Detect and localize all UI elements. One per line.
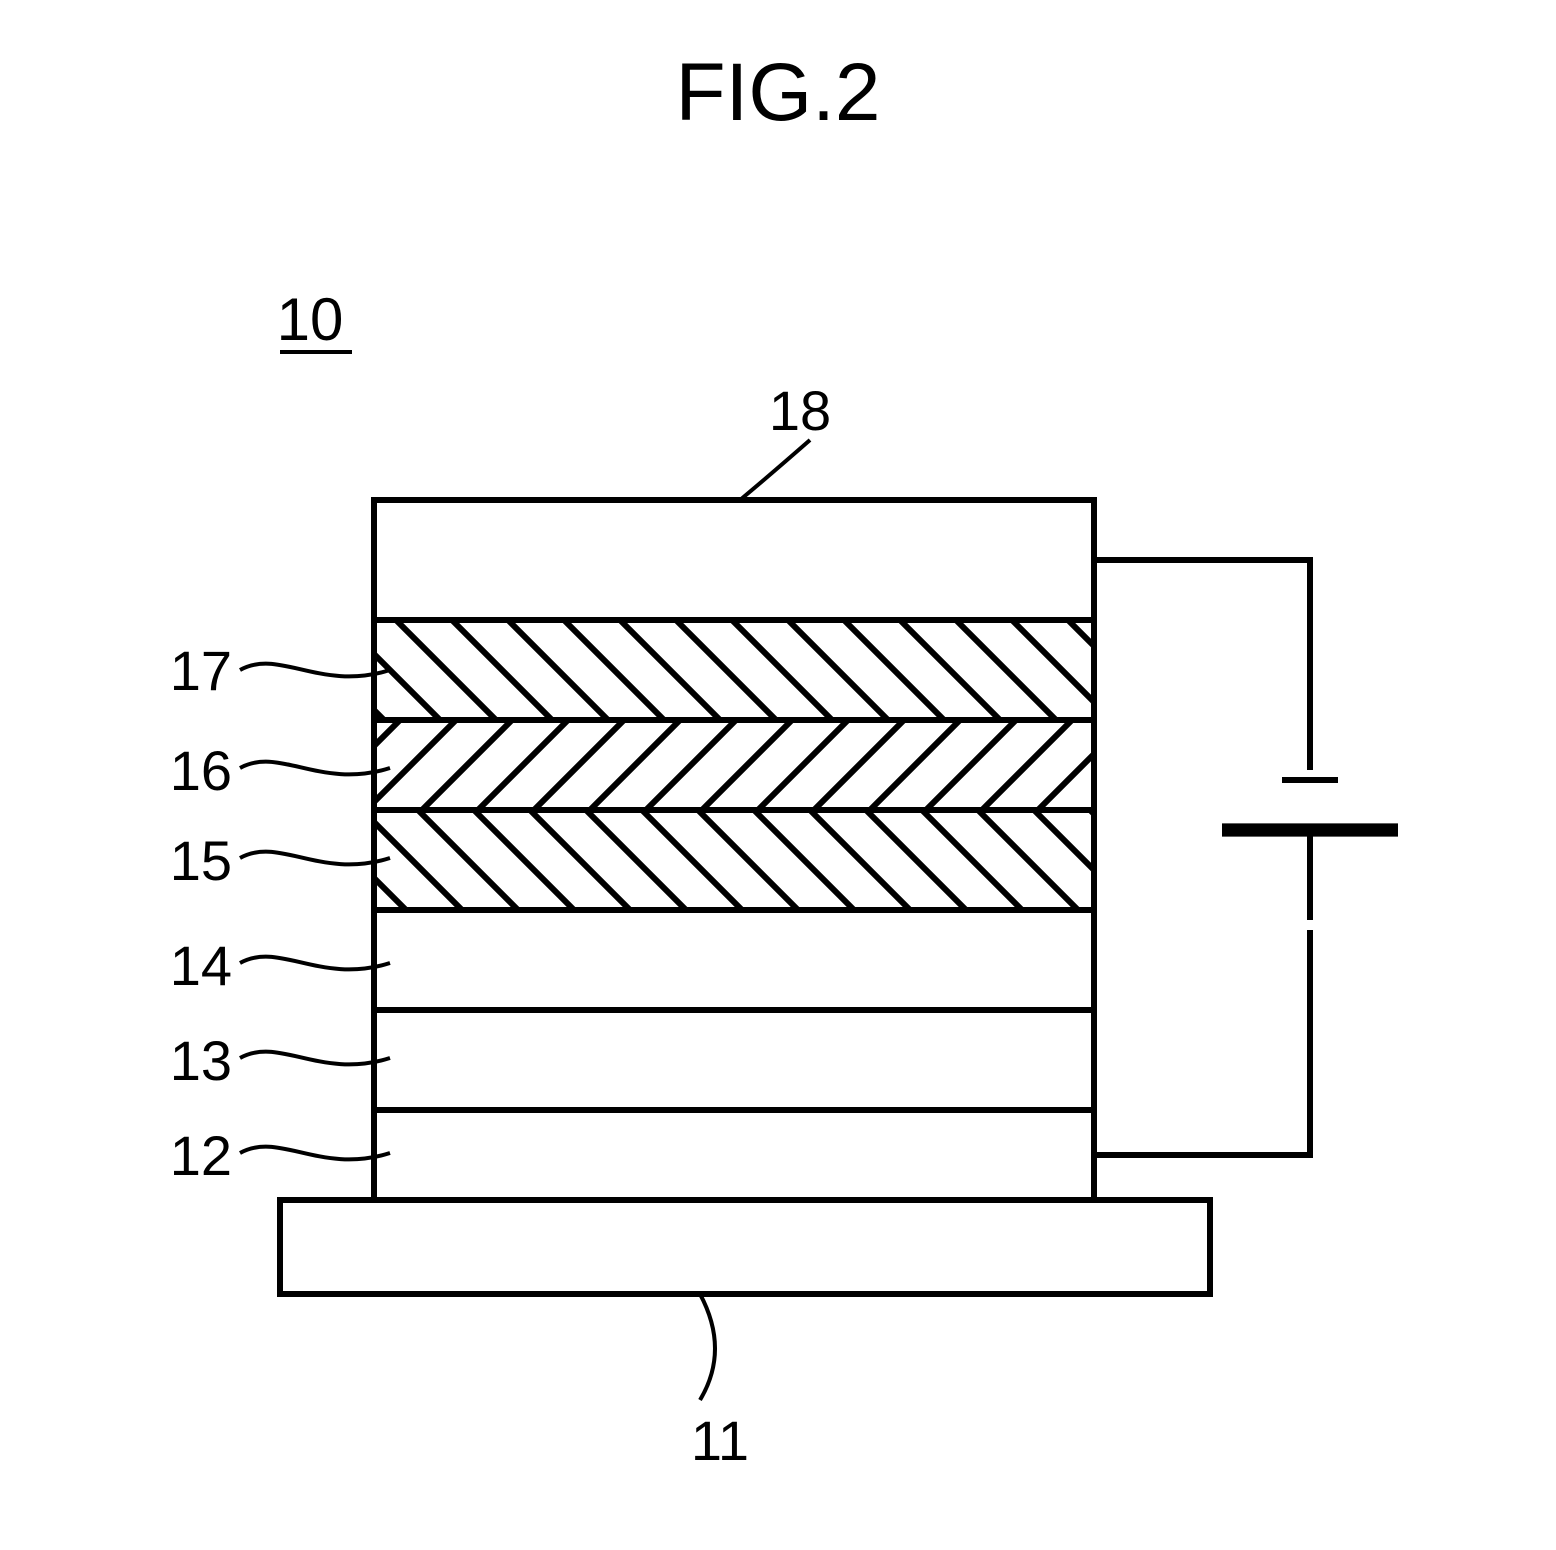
- lead-line-17: [240, 664, 390, 677]
- layer-label-18: 18: [769, 379, 831, 442]
- figure-svg: FIG.2 10 17 16 15 14 13 12 18 11: [0, 0, 1556, 1550]
- layer-11: [280, 1200, 1210, 1294]
- lead-line-12: [240, 1147, 390, 1160]
- layer-label-12: 12: [170, 1124, 232, 1187]
- layer-label-14: 14: [170, 934, 232, 997]
- lead-line-11: [700, 1294, 715, 1400]
- layer-label-15: 15: [170, 829, 232, 892]
- device-label: 10: [277, 286, 344, 353]
- lead-line-15: [240, 852, 390, 865]
- layer-14: [374, 910, 1094, 1010]
- layer-17: [374, 620, 1094, 720]
- layer-label-16: 16: [170, 739, 232, 802]
- wire-top: [1094, 560, 1310, 770]
- layer-13: [374, 1010, 1094, 1110]
- layer-label-17: 17: [170, 639, 232, 702]
- layer-15: [374, 810, 1094, 910]
- layer-label-13: 13: [170, 1029, 232, 1092]
- lead-line-14: [240, 957, 390, 970]
- lead-line-16: [240, 762, 390, 775]
- figure-title: FIG.2: [675, 47, 880, 138]
- layer-16: [374, 720, 1094, 810]
- lead-line-18: [740, 440, 810, 500]
- layer-label-11: 11: [691, 1409, 749, 1472]
- lead-line-13: [240, 1052, 390, 1065]
- layer-12: [374, 1110, 1094, 1200]
- wire-bottom: [1094, 930, 1310, 1155]
- layer-18: [374, 500, 1094, 620]
